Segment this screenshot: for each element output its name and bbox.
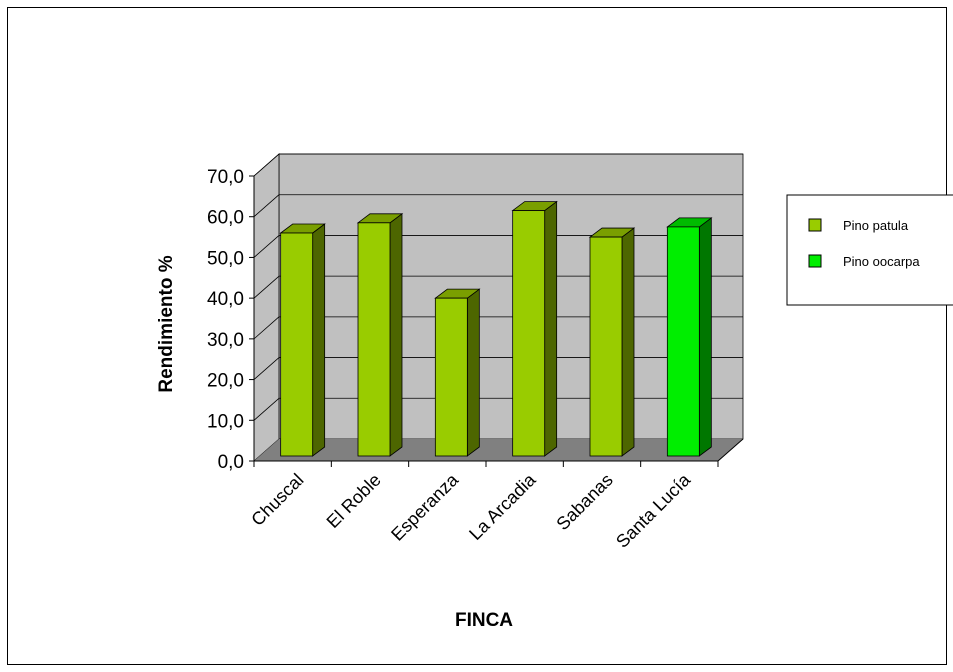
bar-front <box>434 297 468 457</box>
floor-edge <box>717 438 744 462</box>
bar-side <box>389 213 403 457</box>
legend-label: Pino oocarpa <box>843 254 920 269</box>
gridlines <box>253 153 743 421</box>
bar-side <box>544 200 558 457</box>
bar-front <box>357 222 391 457</box>
x-tick-label: El Roble <box>323 470 385 532</box>
gridline-side <box>253 235 280 258</box>
side-wall <box>253 153 280 462</box>
bars <box>279 200 713 457</box>
bar-side <box>312 223 326 457</box>
y-tick-label: 70,0 <box>207 167 244 188</box>
bar-la-arcadia <box>511 200 558 457</box>
x-tick-label: La Arcadia <box>465 469 540 544</box>
y-tick-label: 10,0 <box>207 411 244 432</box>
y-tick-label: 50,0 <box>207 248 244 269</box>
y-tick-labels: 0,0 10,0 20,0 30,0 40,0 50,0 60,0 70,0 <box>207 167 244 473</box>
gridline-side <box>253 153 280 177</box>
y-tick-label: 20,0 <box>207 371 244 392</box>
legend: Pino patula Pino oocarpa <box>786 194 953 306</box>
bar-front <box>512 210 546 457</box>
y-tick-label: 30,0 <box>207 330 244 351</box>
y-tick-label: 60,0 <box>207 208 244 229</box>
bar-front <box>666 226 700 457</box>
gridline-side <box>253 397 280 421</box>
bar-el-roble <box>356 213 404 457</box>
x-tick-label: Sabanas <box>552 470 616 534</box>
bar-santa-luc-a <box>666 217 713 457</box>
bar-side <box>466 288 480 457</box>
x-axis-title: FINCA <box>455 610 513 631</box>
bar-side <box>698 217 712 457</box>
bar-front <box>280 232 314 457</box>
gridline-side <box>253 316 280 340</box>
axes <box>249 175 744 467</box>
gridline-side <box>253 357 280 380</box>
y-tick-label: 40,0 <box>207 289 244 310</box>
bar-front <box>589 236 623 457</box>
legend-swatch <box>808 254 822 268</box>
legend-label: Pino patula <box>843 218 909 233</box>
gridline-side <box>253 275 280 299</box>
y-tick-label: 0,0 <box>218 452 244 473</box>
x-tick-label: Santa Lucía <box>612 469 695 552</box>
bar-esperanza <box>434 288 481 457</box>
x-tick-labels: Chuscal El Roble Esperanza La Arcadia Sabana… <box>247 469 694 552</box>
bar-side <box>621 227 635 457</box>
legend-box <box>786 194 953 306</box>
bar-chuscal <box>279 223 326 457</box>
legend-swatch <box>808 218 822 232</box>
gridline-side <box>253 194 280 218</box>
bar-sabanas <box>588 227 636 457</box>
x-tick-label: Chuscal <box>247 470 307 530</box>
y-axis-title: Rendimiento % <box>156 255 177 392</box>
x-tick-label: Esperanza <box>387 469 463 545</box>
